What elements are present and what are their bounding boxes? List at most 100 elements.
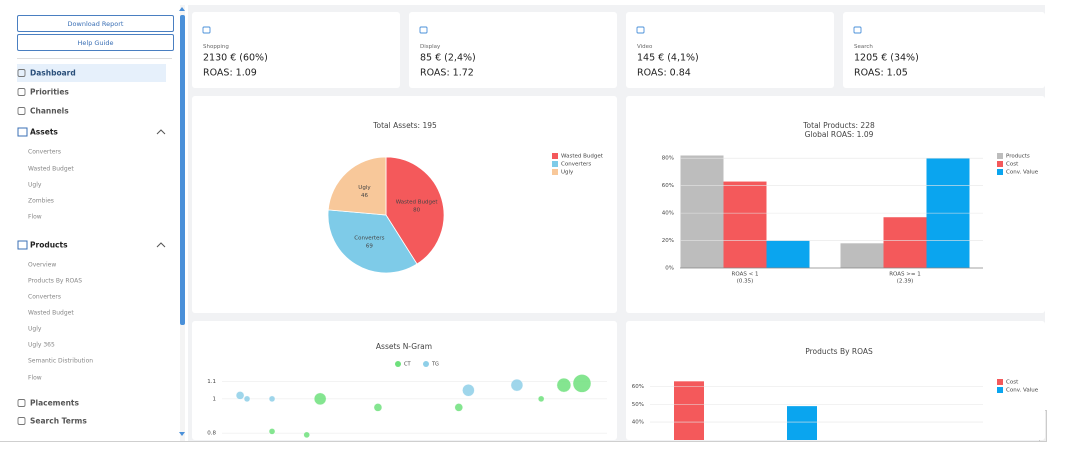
bubble (313, 392, 327, 406)
nav-icon (17, 417, 26, 425)
sub-item[interactable]: Flow (28, 213, 42, 221)
legend-label: Cost (1006, 380, 1019, 386)
y-tick-label: 1 (213, 396, 217, 402)
slice-label: Ugly (358, 185, 371, 191)
bubble (268, 395, 276, 403)
y-tick-label: 60% (632, 384, 644, 390)
kpi-label: Display (420, 44, 441, 50)
legend-label: Conv. Value (1006, 388, 1039, 394)
bar (680, 155, 724, 268)
bubble (268, 428, 276, 435)
y-tick-label: 80% (662, 156, 674, 162)
bubble (462, 384, 475, 397)
kpi-icon (419, 26, 428, 34)
y-tick-label: 40% (632, 420, 644, 426)
sub-item[interactable]: Converters (28, 148, 62, 156)
bar (883, 217, 927, 268)
kpi-card (409, 12, 617, 88)
sub-item[interactable]: Zombies (28, 197, 54, 205)
sub-item[interactable]: Ugly 365 (28, 341, 55, 349)
help-button[interactable]: Help Guide (17, 34, 174, 51)
bubble (572, 374, 592, 393)
legend-swatch (997, 387, 1003, 393)
kpi-card (843, 12, 1045, 88)
pie-slice (327, 209, 418, 274)
pie-slice (327, 156, 387, 216)
section-icon (17, 127, 28, 137)
sub-item[interactable]: Overview (28, 261, 57, 269)
y-tick-label: 40% (662, 211, 674, 217)
legend-label: TG (431, 362, 439, 368)
kpi-label: Search (854, 44, 873, 50)
nav-item[interactable]: Placements (30, 398, 79, 408)
kpi-value: 85 € (2,4%) (420, 52, 476, 64)
plot-group (680, 155, 970, 268)
kpi-value: 145 € (4,1%) (637, 52, 699, 64)
slice-label: Wasted Budget (396, 200, 439, 206)
active-highlight (17, 64, 166, 82)
sub-item[interactable]: Ugly (28, 181, 42, 189)
y-tick-label: 0% (665, 266, 674, 272)
legend-swatch (997, 153, 1003, 159)
sub-item[interactable]: Semantic Distribution (28, 357, 94, 365)
sub-item[interactable]: Flow (28, 374, 42, 382)
scroll-thumb[interactable] (180, 15, 185, 325)
sub-item[interactable]: Products By ROAS (28, 277, 83, 285)
bubble (454, 403, 463, 412)
x-tick-label: ROAS < 1 (732, 272, 759, 278)
bar (787, 406, 817, 440)
section-title[interactable]: Assets (30, 127, 58, 137)
bubble (510, 378, 524, 392)
legend-swatch (552, 153, 558, 159)
legend-label: Cost (1006, 162, 1019, 168)
kpi-roas: ROAS: 1.72 (420, 67, 474, 79)
bubble (235, 391, 245, 400)
kpi-roas: ROAS: 1.09 (203, 67, 257, 79)
nav-item[interactable]: Channels (30, 106, 69, 116)
nav-item[interactable]: Dashboard (30, 68, 76, 78)
bubble (303, 431, 310, 439)
kpi-value: 1205 € (34%) (854, 52, 919, 64)
legend-marker (423, 361, 429, 367)
nav-item[interactable]: Search Terms (30, 416, 87, 426)
y-tick-label: 60% (662, 183, 674, 189)
sub-item[interactable]: Converters (28, 293, 62, 301)
legend-label: Wasted Budget (561, 154, 604, 160)
nav-icon (17, 399, 26, 407)
download-button[interactable]: Download Report (17, 15, 174, 32)
legend-label: Ugly (561, 170, 574, 176)
nav-icon (17, 107, 26, 115)
bubble (537, 395, 545, 403)
legend-marker (395, 361, 401, 367)
slice-value: 69 (366, 244, 373, 250)
slice-label: Converters (354, 236, 384, 242)
scroll-arrow-down[interactable] (179, 432, 185, 436)
chart-title: Assets N-Gram (376, 342, 432, 351)
bubble (556, 377, 572, 393)
legend-label: CT (404, 362, 411, 368)
nav-item[interactable]: Priorities (30, 87, 69, 97)
scroll-arrow-up[interactable] (179, 7, 185, 11)
chart-title: Products By ROAS (805, 347, 873, 356)
chart-subtitle: Global ROAS: 1.09 (805, 130, 874, 139)
kpi-label: Shopping (203, 44, 229, 50)
kpi-label: Video (637, 44, 653, 50)
bar (766, 240, 810, 268)
bubble (243, 395, 251, 403)
chart-title: Total Products: 228 (802, 121, 875, 130)
sub-item[interactable]: Ugly (28, 325, 42, 333)
x-tick-note: (0.35) (737, 279, 754, 285)
legend-label: Products (1006, 154, 1030, 160)
legend-swatch (997, 169, 1003, 175)
sidebar-divider (17, 58, 172, 59)
legend-label: Conv. Value (1006, 170, 1039, 176)
sub-item[interactable]: Wasted Budget (28, 309, 74, 317)
plot-group (674, 381, 817, 440)
bar (840, 243, 884, 268)
y-tick-label: 50% (632, 402, 644, 408)
kpi-value: 2130 € (60%) (203, 52, 268, 64)
section-title[interactable]: Products (30, 240, 68, 250)
legend-swatch (552, 161, 558, 167)
sub-item[interactable]: Wasted Budget (28, 165, 74, 173)
